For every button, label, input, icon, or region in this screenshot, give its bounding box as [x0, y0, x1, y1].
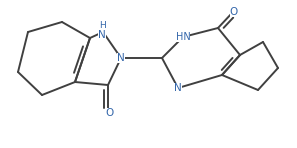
Text: N: N	[117, 53, 125, 63]
Text: O: O	[230, 7, 238, 17]
Text: HN: HN	[176, 32, 190, 42]
Text: O: O	[106, 108, 114, 118]
Text: H: H	[99, 21, 106, 30]
Text: N: N	[98, 30, 106, 40]
Text: N: N	[174, 83, 182, 93]
